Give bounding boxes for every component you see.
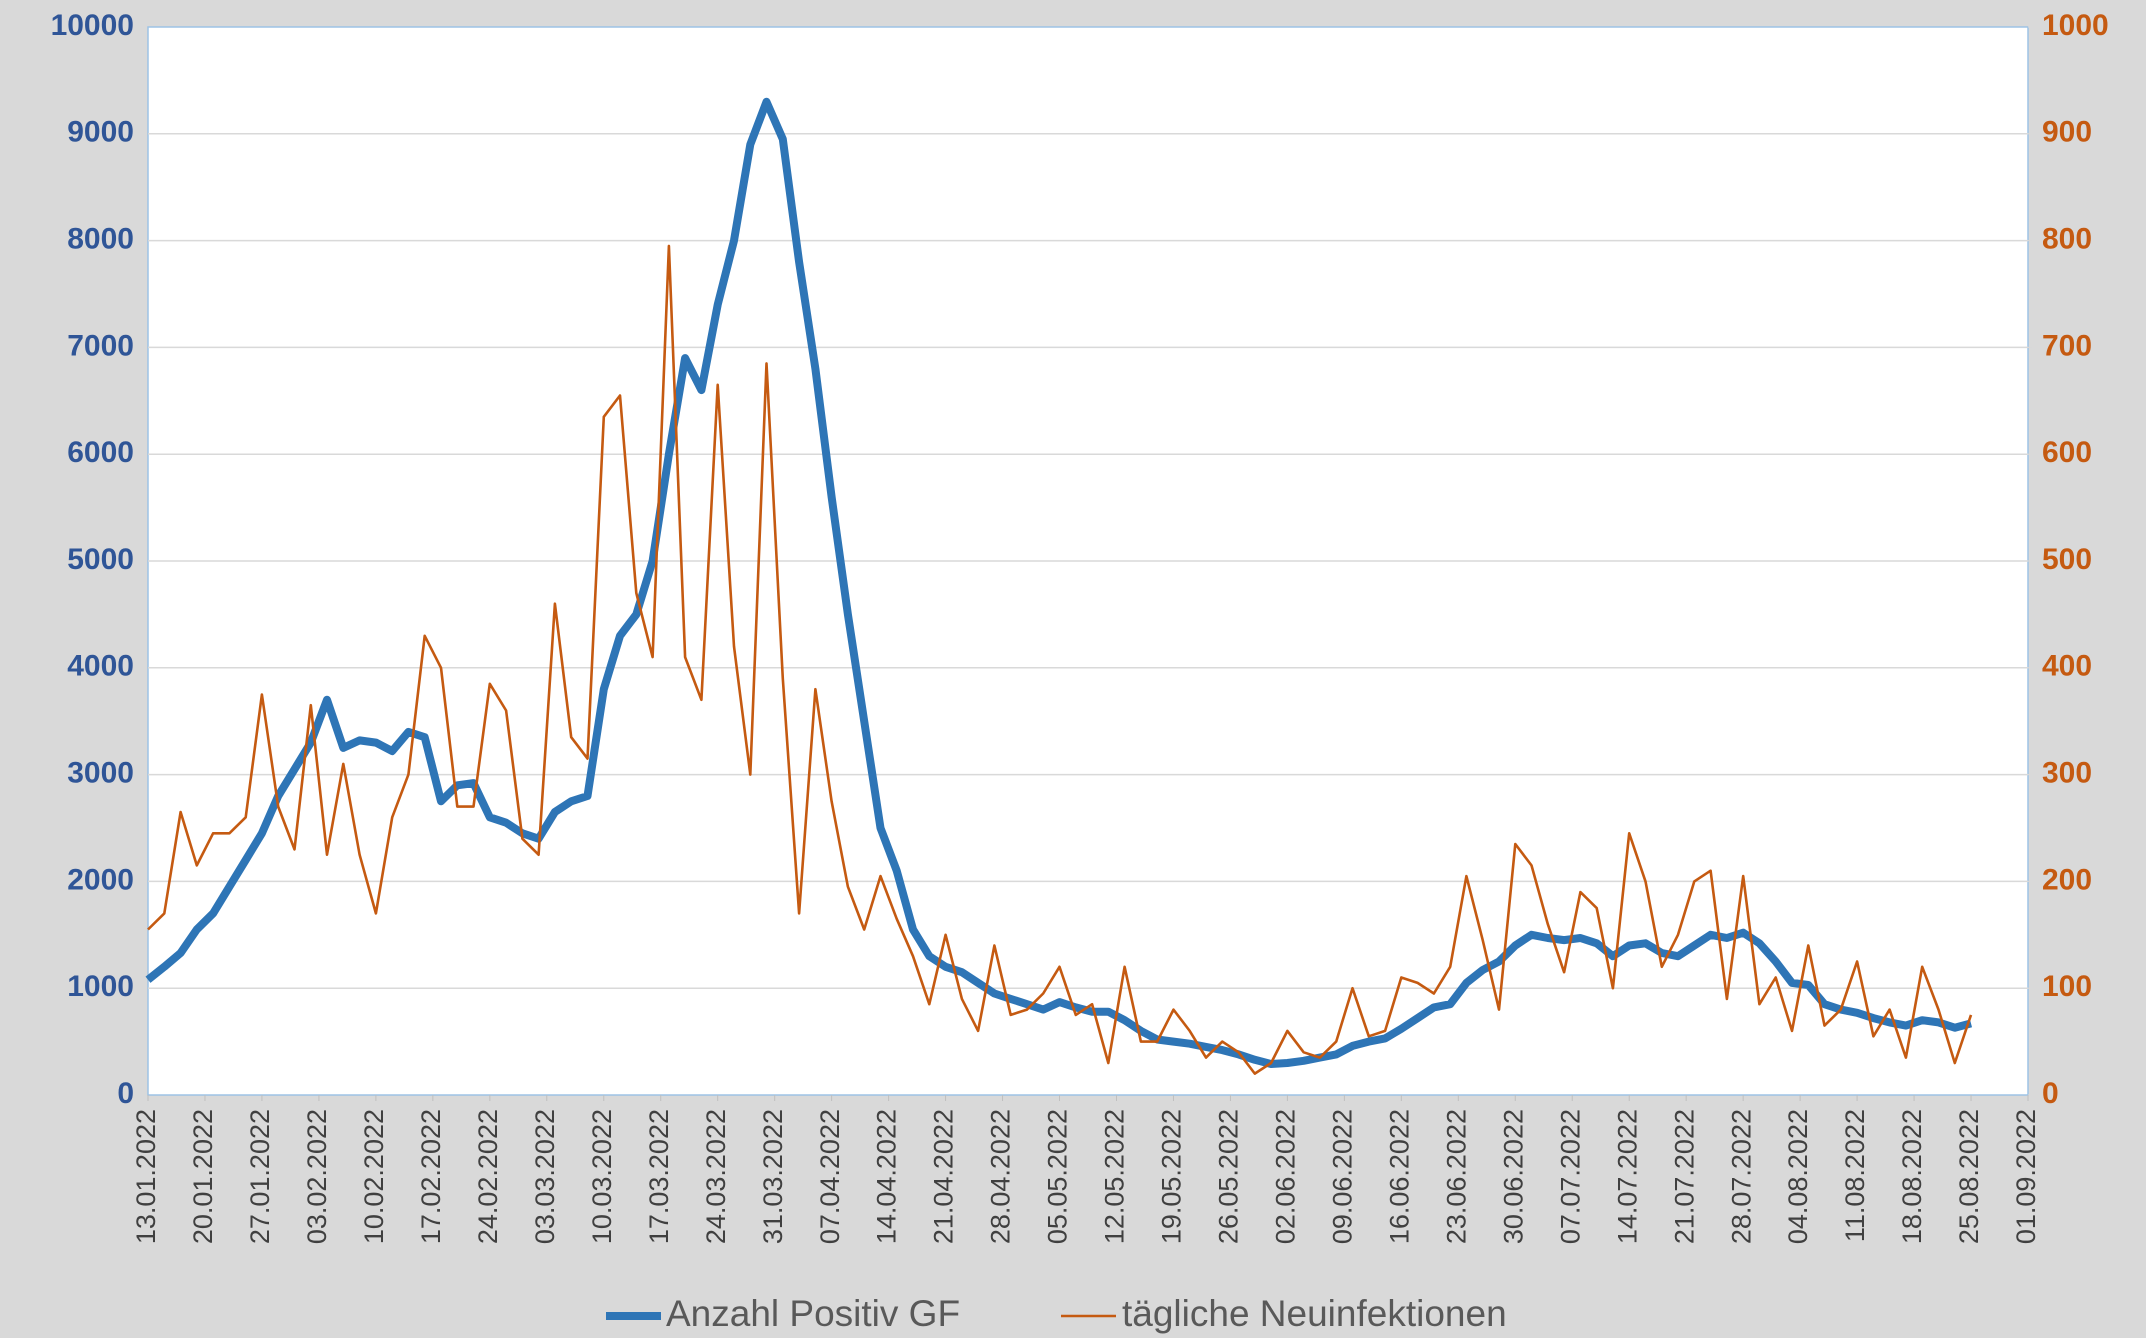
series-line [147, 244, 1973, 1075]
x-tick-label: 17.02.2022 [416, 1109, 446, 1244]
y-tick-label: 2000 [67, 863, 134, 896]
x-tick-label: 23.06.2022 [1441, 1109, 1471, 1244]
x-tick-label: 04.08.2022 [1783, 1109, 1813, 1244]
x-tick-label: 01.09.2022 [2011, 1109, 2041, 1244]
y-tick-label: 8000 [67, 223, 134, 256]
y2-tick-label: 300 [2042, 757, 2092, 790]
legend-label: Anzahl Positiv GF [666, 1293, 960, 1334]
y2-tick-label: 400 [2042, 650, 2092, 683]
y-tick-label: 4000 [67, 650, 134, 683]
y2-tick-label: 0 [2042, 1077, 2059, 1110]
y2-tick-label: 600 [2042, 436, 2092, 469]
x-tick-label: 02.06.2022 [1271, 1109, 1301, 1244]
x-tick-label: 10.03.2022 [587, 1109, 617, 1244]
x-tick-label: 10.02.2022 [359, 1109, 389, 1244]
x-tick-label: 11.08.2022 [1840, 1109, 1870, 1242]
x-tick-label: 24.03.2022 [701, 1109, 731, 1244]
legend-label: tägliche Neuinfektionen [1122, 1293, 1507, 1334]
y2-tick-label: 1000 [2042, 9, 2109, 42]
x-tick-label: 17.03.2022 [644, 1109, 674, 1244]
y2-tick-label: 900 [2042, 116, 2092, 149]
x-tick-label: 28.07.2022 [1726, 1109, 1756, 1244]
y2-tick-label: 800 [2042, 223, 2092, 256]
y-tick-label: 0 [117, 1077, 134, 1110]
x-tick-label: 28.04.2022 [986, 1109, 1016, 1244]
y-tick-label: 10000 [51, 9, 134, 42]
x-tick-label: 19.05.2022 [1157, 1109, 1187, 1244]
x-tick-label: 05.05.2022 [1043, 1109, 1073, 1244]
y-tick-label: 6000 [67, 436, 134, 469]
x-tick-label: 03.02.2022 [302, 1109, 332, 1244]
x-tick-label: 31.03.2022 [758, 1109, 788, 1244]
x-tick-label: 13.01.2022 [131, 1109, 161, 1244]
x-tick-label: 14.04.2022 [872, 1109, 902, 1244]
x-tick-label: 07.04.2022 [815, 1109, 845, 1244]
x-tick-label: 25.08.2022 [1954, 1109, 1984, 1244]
x-tick-label: 27.01.2022 [245, 1109, 275, 1244]
x-tick-label: 09.06.2022 [1327, 1109, 1357, 1244]
y-tick-label: 7000 [67, 329, 134, 362]
y2-tick-label: 100 [2042, 970, 2092, 1003]
x-tick-label: 03.03.2022 [530, 1109, 560, 1244]
y-tick-label: 1000 [67, 970, 134, 1003]
y2-tick-label: 500 [2042, 543, 2092, 576]
x-tick-label: 16.06.2022 [1384, 1109, 1414, 1244]
x-tick-label: 20.01.2022 [188, 1109, 218, 1244]
x-tick-label: 26.05.2022 [1214, 1109, 1244, 1244]
x-tick-label: 24.02.2022 [473, 1109, 503, 1244]
x-tick-label: 21.04.2022 [929, 1109, 959, 1244]
y2-tick-label: 700 [2042, 329, 2092, 362]
x-tick-label: 30.06.2022 [1498, 1109, 1528, 1244]
y2-tick-label: 200 [2042, 863, 2092, 896]
x-tick-label: 21.07.2022 [1669, 1109, 1699, 1244]
x-tick-label: 12.05.2022 [1100, 1109, 1130, 1244]
y-tick-label: 9000 [67, 116, 134, 149]
x-tick-label: 18.08.2022 [1897, 1109, 1927, 1244]
x-tick-label: 07.07.2022 [1555, 1109, 1585, 1244]
y-tick-label: 3000 [67, 757, 134, 790]
y-tick-label: 5000 [67, 543, 134, 576]
x-tick-label: 14.07.2022 [1612, 1109, 1642, 1244]
